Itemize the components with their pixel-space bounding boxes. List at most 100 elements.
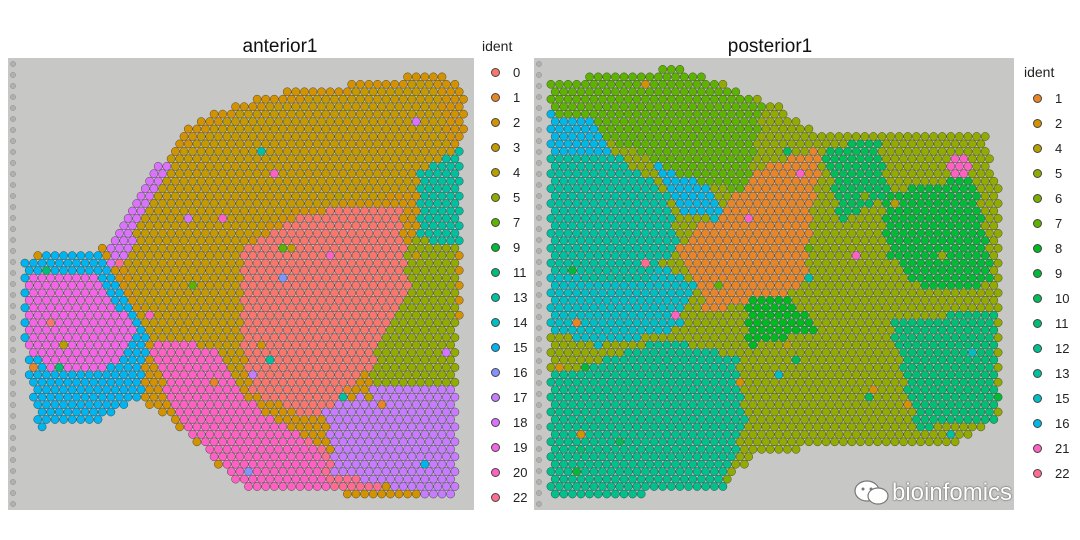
spot-3 <box>149 228 159 238</box>
spot-3 <box>235 363 245 372</box>
spot-15 <box>102 370 111 380</box>
spot-20 <box>188 370 197 380</box>
spot-15 <box>420 459 430 469</box>
spot-20 <box>282 474 292 484</box>
spot-9 <box>903 221 913 231</box>
spot-11 <box>972 385 981 395</box>
spot-15 <box>132 392 142 402</box>
spot-5 <box>890 258 900 268</box>
spot-12 <box>589 422 599 432</box>
spot-0 <box>373 333 382 342</box>
spot-3 <box>373 124 382 134</box>
spot-5 <box>881 243 891 253</box>
spot-1 <box>770 258 779 268</box>
spot-16 <box>555 124 564 134</box>
spot-15 <box>72 258 81 268</box>
spot-12 <box>692 467 702 476</box>
spot-3 <box>360 132 369 141</box>
spot-3 <box>136 281 146 290</box>
spot-5 <box>877 236 887 246</box>
spot-3 <box>162 236 172 246</box>
spot-0 <box>325 221 335 231</box>
spot-3 <box>269 139 279 149</box>
spot-3 <box>351 132 361 141</box>
spot-15 <box>662 310 672 320</box>
spot-17 <box>381 452 391 462</box>
spot-19 <box>93 281 103 290</box>
spot-17 <box>390 482 400 491</box>
spot-20 <box>162 340 172 350</box>
spot-0 <box>239 266 249 275</box>
fiducial-dot <box>10 457 16 463</box>
spot-20 <box>171 385 180 395</box>
spot-7 <box>593 87 603 97</box>
spot-13 <box>424 184 434 193</box>
spot-15 <box>628 325 637 335</box>
spot-3 <box>166 199 176 208</box>
spot-19 <box>63 303 73 313</box>
spot-0 <box>364 288 374 298</box>
spot-10 <box>856 154 865 164</box>
spot-17 <box>377 474 387 484</box>
spot-5 <box>390 318 400 328</box>
spot-3 <box>145 281 154 290</box>
spot-15 <box>93 266 103 275</box>
spot-5 <box>821 288 831 298</box>
spot-5 <box>791 295 801 305</box>
spot-5 <box>937 251 947 260</box>
spot-17 <box>373 452 382 462</box>
spot-13 <box>454 161 464 171</box>
spot-9 <box>946 191 956 201</box>
spot-0 <box>360 206 369 216</box>
spot-2 <box>291 87 301 97</box>
spot-0 <box>291 221 301 231</box>
spot-20 <box>222 370 232 380</box>
spot-5 <box>808 295 818 305</box>
spot-3 <box>166 169 176 179</box>
spot-1 <box>709 273 719 283</box>
spot-3 <box>201 303 210 313</box>
spot-7 <box>705 147 715 156</box>
spot-11 <box>937 370 947 380</box>
spot-13 <box>632 169 642 179</box>
spot-1 <box>748 206 758 216</box>
spot-5 <box>550 340 560 350</box>
spot-15 <box>85 400 94 409</box>
spot-8 <box>765 295 775 305</box>
spot-3 <box>274 102 283 112</box>
spot-7 <box>688 132 698 141</box>
spot-5 <box>942 437 951 447</box>
spot-5 <box>705 310 715 320</box>
spot-3 <box>201 243 210 253</box>
spot-15 <box>598 333 607 342</box>
spot-5 <box>993 273 1003 283</box>
spot-5 <box>403 370 412 380</box>
spot-15 <box>54 377 64 387</box>
spot-7 <box>740 117 749 126</box>
spot-5 <box>843 236 852 246</box>
spot-13 <box>589 273 599 283</box>
spot-7 <box>585 102 594 112</box>
spot-3 <box>394 102 404 112</box>
spot-4 <box>334 191 344 201</box>
spot-12 <box>585 444 594 454</box>
spot-5 <box>684 228 693 238</box>
spot-3 <box>411 132 421 141</box>
spot-3 <box>373 169 382 179</box>
spot-5 <box>894 400 904 409</box>
spot-13 <box>424 228 434 238</box>
spot-2 <box>321 422 331 432</box>
spot-7 <box>748 147 758 156</box>
spot-0 <box>265 266 275 275</box>
spot-13 <box>441 228 451 238</box>
spot-5 <box>757 430 766 439</box>
spot-2 <box>317 87 326 97</box>
spot-2 <box>192 437 202 447</box>
spot-5 <box>963 147 973 156</box>
spot-3 <box>287 124 296 134</box>
spot-5 <box>817 147 827 156</box>
spot-3 <box>166 154 176 164</box>
spot-16 <box>550 132 560 141</box>
spot-7 <box>649 139 659 149</box>
spot-0 <box>377 236 387 246</box>
